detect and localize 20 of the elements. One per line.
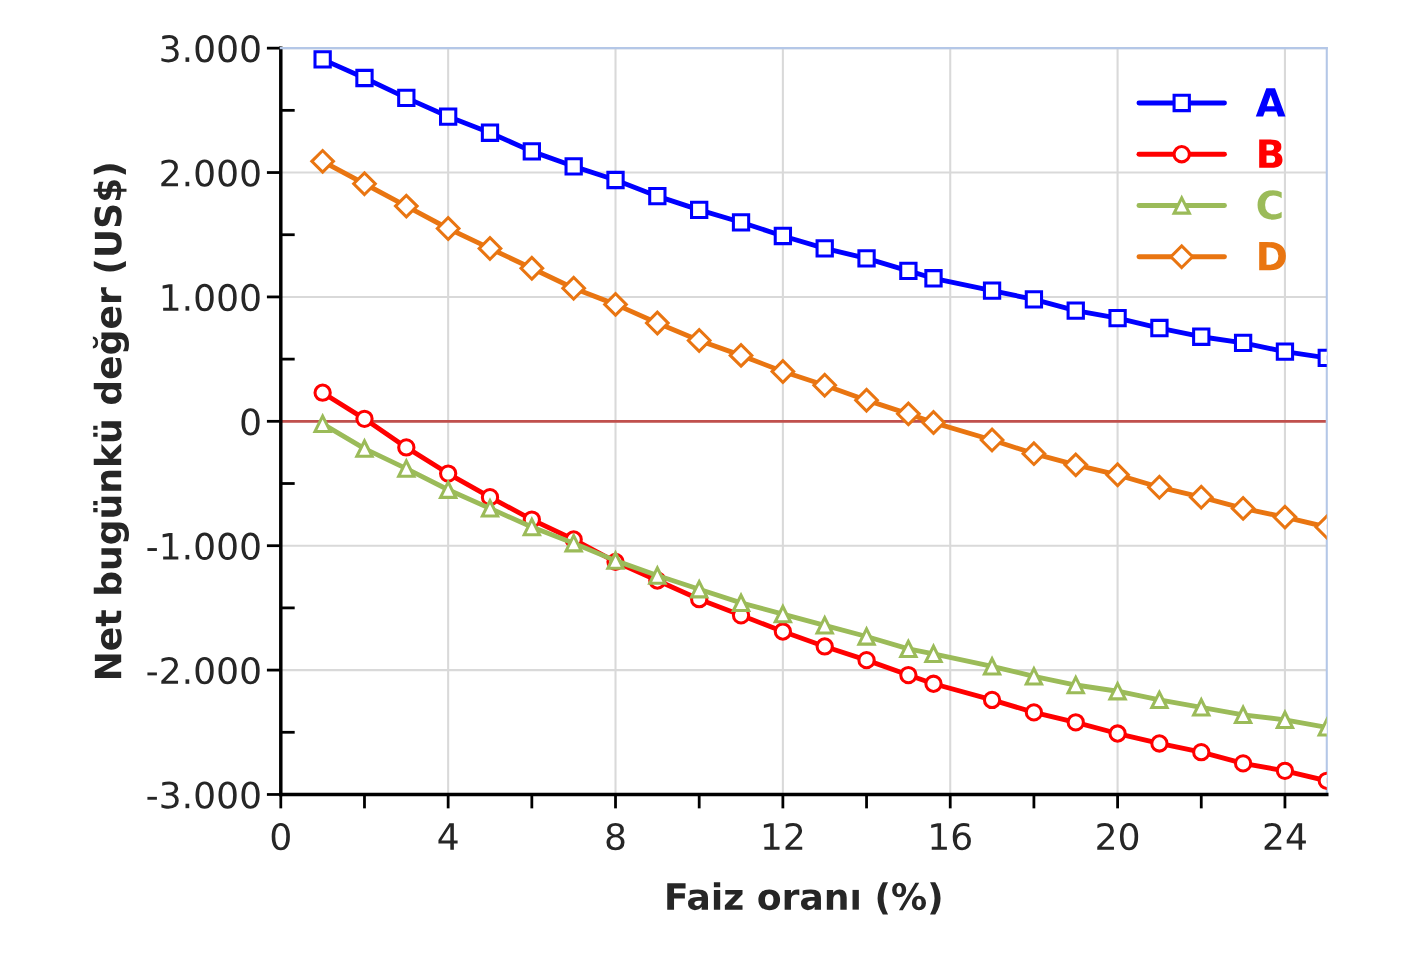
y-tick-label: -1.000 bbox=[147, 532, 260, 560]
legend-label: A bbox=[1255, 88, 1286, 117]
legend-label: B bbox=[1259, 139, 1283, 168]
x-tick-label: 16 bbox=[931, 822, 971, 851]
x-tick-label: 12 bbox=[763, 822, 803, 850]
y-tick-label: 2.000 bbox=[161, 159, 260, 187]
y-axis-title: Net bugünkü değer (US$) bbox=[92, 164, 129, 679]
x-tick-label: 20 bbox=[1097, 822, 1139, 851]
y-tick-label: 3.000 bbox=[161, 35, 260, 63]
x-tick-label: 24 bbox=[1264, 822, 1306, 850]
x-tick-label: 8 bbox=[606, 822, 625, 851]
y-tick-label: -3.000 bbox=[147, 781, 260, 809]
y-tick-label: 0 bbox=[241, 408, 260, 436]
y-tick-label: 1.000 bbox=[162, 283, 260, 312]
legend-label: D bbox=[1259, 241, 1286, 271]
legend-label: C bbox=[1257, 190, 1282, 220]
x-tick-label: 4 bbox=[438, 823, 458, 850]
y-tick-label: -2.000 bbox=[147, 657, 260, 685]
x-axis-title: Faiz oranı (%) bbox=[667, 882, 941, 915]
x-tick-label: 0 bbox=[271, 822, 290, 851]
